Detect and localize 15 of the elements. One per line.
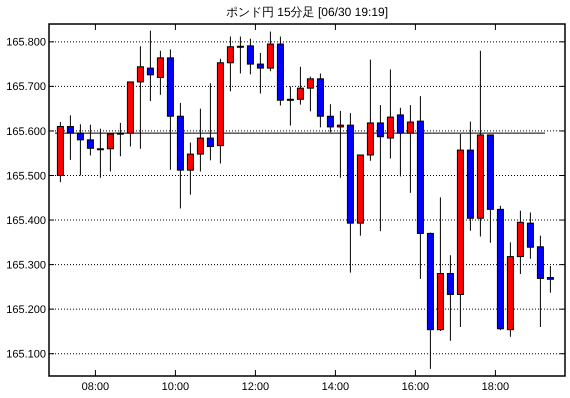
y-tick-label: 165.200 bbox=[6, 304, 46, 316]
y-tick-label: 165.700 bbox=[6, 81, 46, 94]
x-tick-label: 14:00 bbox=[322, 381, 350, 393]
y-tick-label: 165.100 bbox=[6, 348, 46, 361]
y-tick-label: 165.800 bbox=[6, 36, 46, 49]
y-tick-label: 165.400 bbox=[6, 214, 46, 227]
x-tick-label: 10:00 bbox=[162, 381, 190, 393]
y-tick-label: 165.600 bbox=[6, 126, 46, 138]
chart-title: ポンド円 15分足 [06/30 19:19] bbox=[226, 5, 388, 19]
y-tick-label: 165.300 bbox=[6, 259, 46, 272]
x-tick-label: 08:00 bbox=[82, 381, 110, 393]
x-tick-label: 18:00 bbox=[482, 381, 510, 393]
x-tick-label: 12:00 bbox=[242, 381, 270, 393]
y-tick-label: 165.500 bbox=[6, 170, 46, 182]
x-tick-label: 16:00 bbox=[402, 381, 430, 393]
